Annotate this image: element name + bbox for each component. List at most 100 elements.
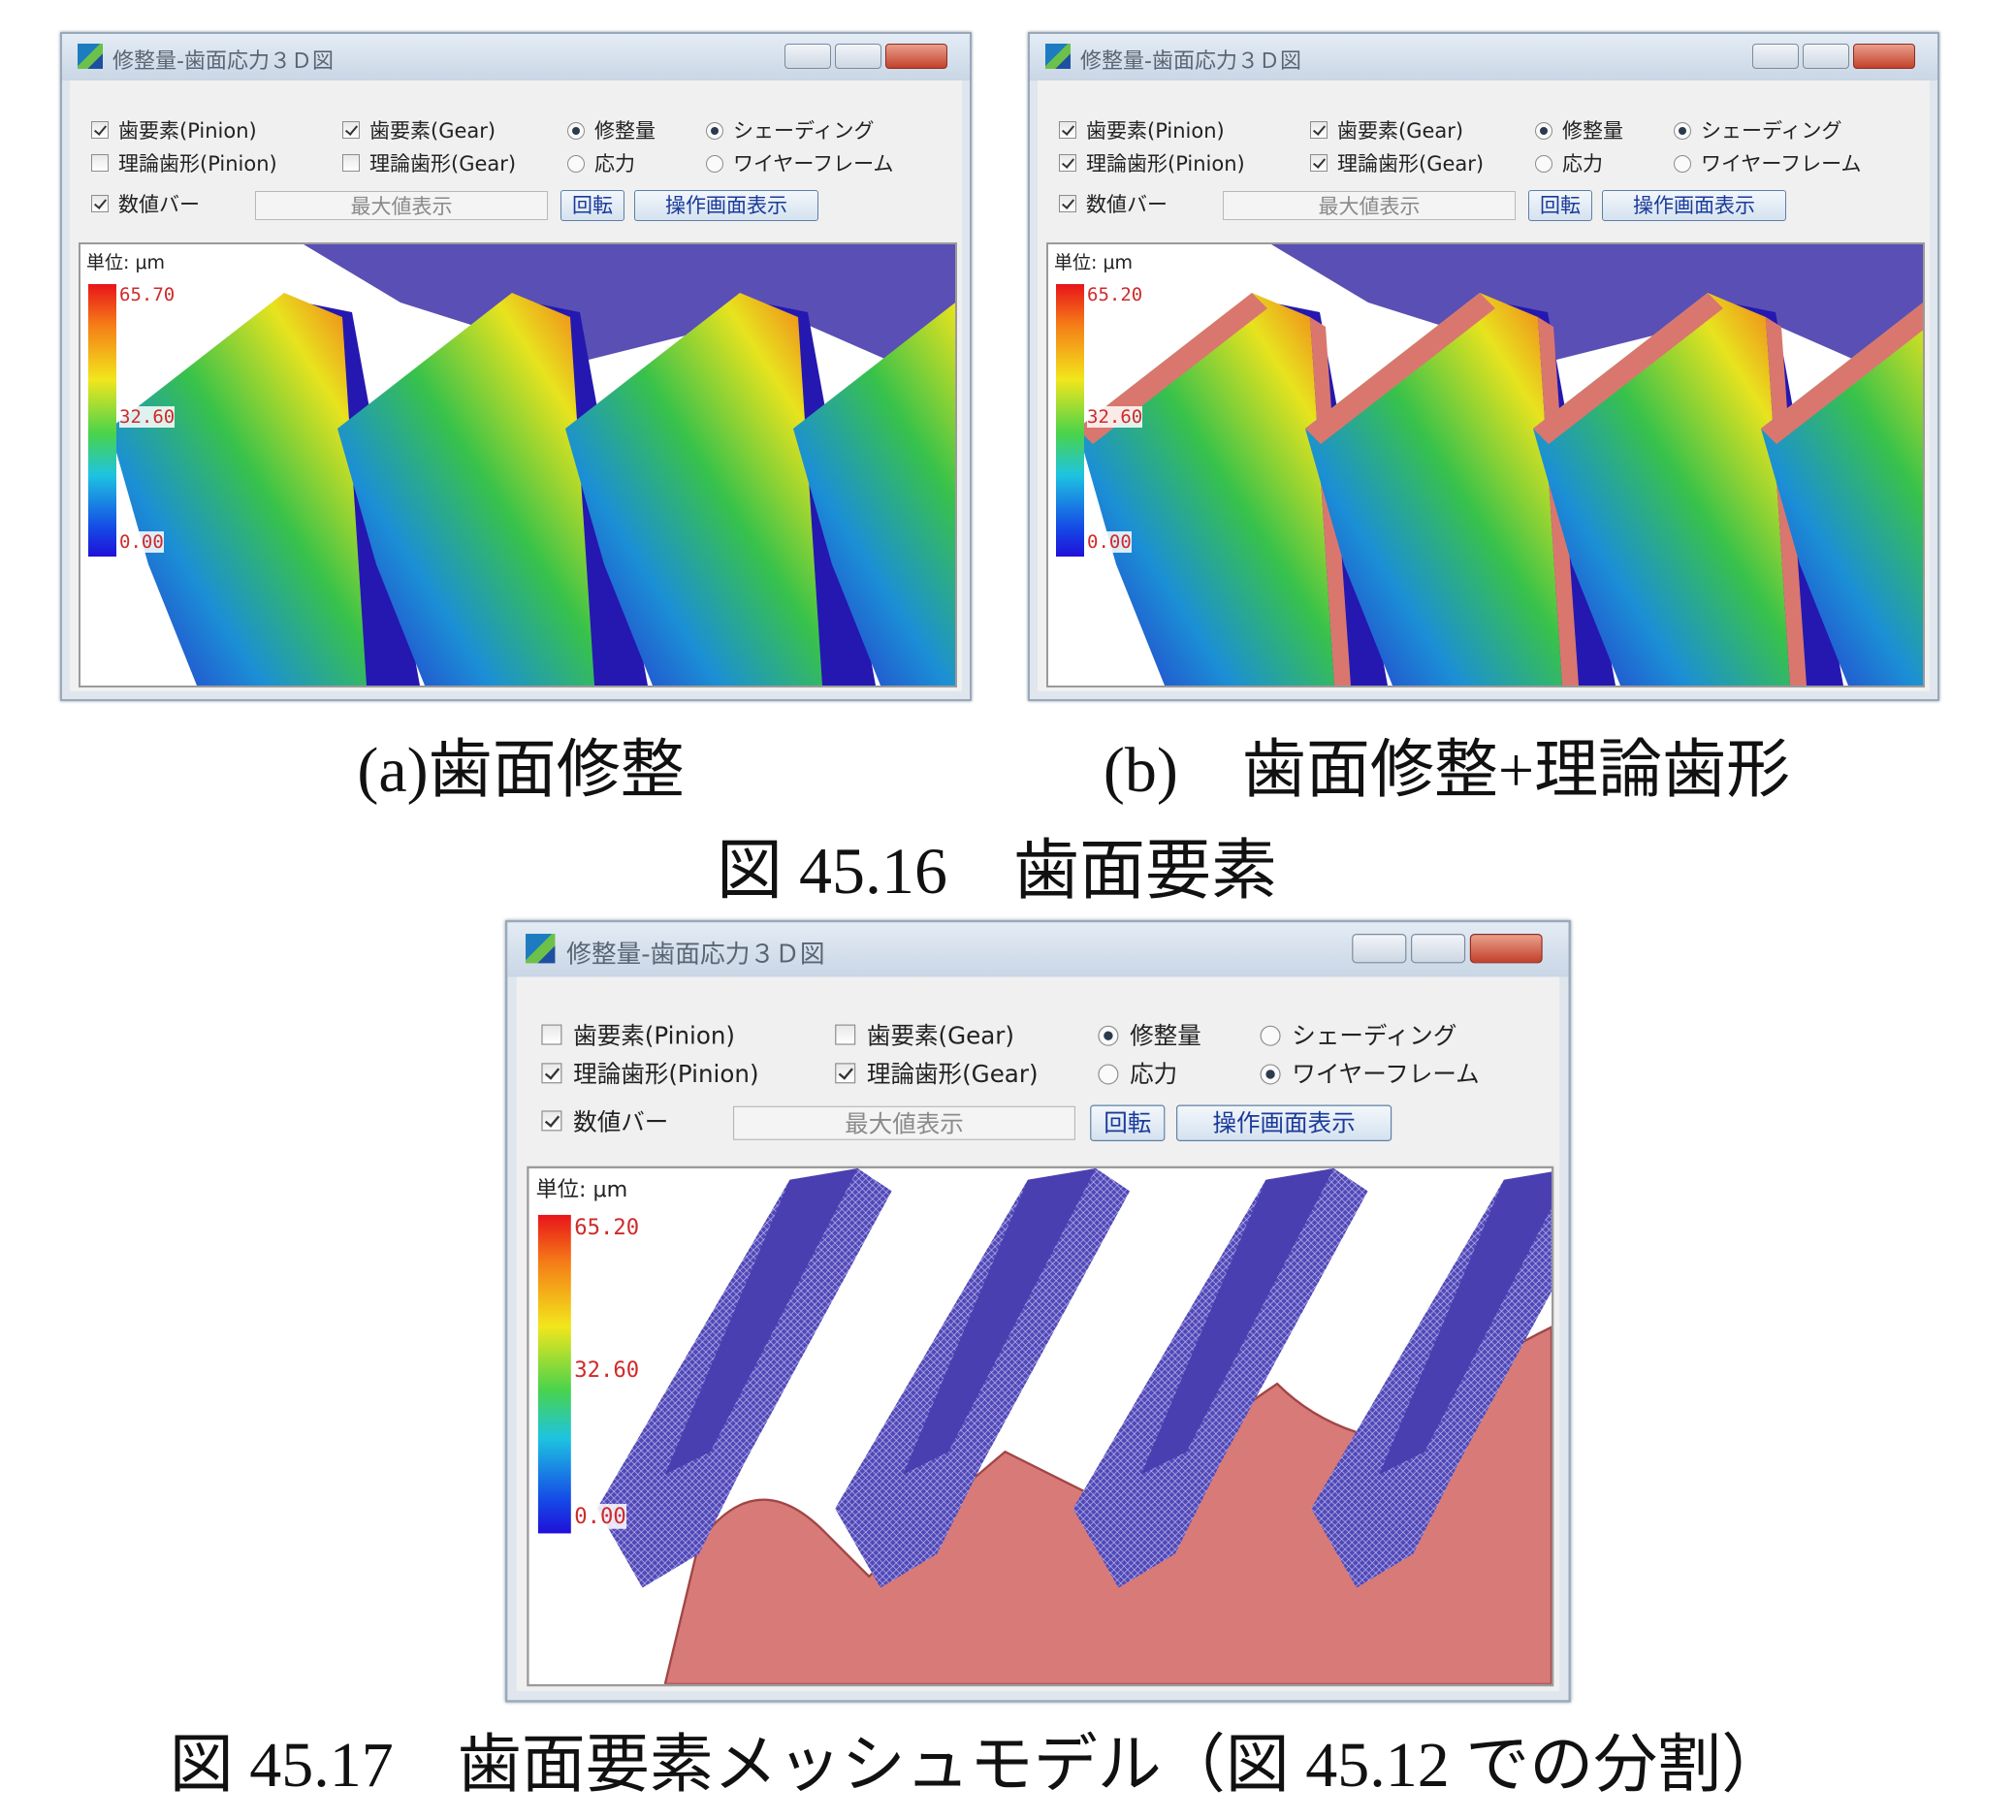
legend-mid: 32.60 xyxy=(119,406,176,428)
gear-body xyxy=(304,244,955,390)
radio-label: シェーディング xyxy=(733,119,875,143)
radio-dot xyxy=(1540,127,1548,135)
gear-body xyxy=(1271,244,1923,390)
radio-dot xyxy=(1265,1070,1275,1079)
checkbox-label: 数値バー xyxy=(1086,193,1168,216)
button: 回転 xyxy=(1528,190,1592,221)
button: 操作画面表示 xyxy=(634,190,818,221)
window: 修整量-歯面応力３Ｄ図 歯要素(Pinion) 歯要素(Gear) 理論歯形(Pini… xyxy=(505,920,1571,1703)
radio-dot xyxy=(1679,127,1686,135)
app-icon xyxy=(1045,44,1071,69)
color-bar xyxy=(537,1214,571,1534)
title-bar: 修整量-歯面応力３Ｄ図 xyxy=(1030,34,1937,80)
checkbox-box xyxy=(541,1110,562,1132)
theoretical-profile xyxy=(1305,293,1495,444)
radio-circle xyxy=(1260,1025,1281,1046)
radio-circle xyxy=(567,155,585,173)
checkbox-box xyxy=(1059,121,1076,139)
checkbox-label: 歯要素(Pinion) xyxy=(1086,119,1225,143)
tooth-top xyxy=(903,1168,1097,1475)
radio-circle xyxy=(1260,1064,1281,1085)
dropdown: 最大値表示 xyxy=(1223,191,1516,220)
checkbox-label: 歯要素(Gear) xyxy=(1337,119,1464,143)
checkbox-box xyxy=(1310,121,1328,139)
checkbox-label: 理論歯形(Gear) xyxy=(866,1060,1039,1089)
checkbox-box xyxy=(1059,195,1076,212)
checkbox-box xyxy=(342,154,360,172)
check-mark xyxy=(1061,122,1075,136)
legend-max: 65.20 xyxy=(1087,284,1143,305)
radio-circle xyxy=(1674,155,1691,173)
checkbox-label: 歯要素(Pinion) xyxy=(118,119,257,143)
checkbox-label: 理論歯形(Pinion) xyxy=(1086,152,1245,176)
radio-circle xyxy=(567,122,585,140)
check-mark xyxy=(93,196,108,209)
checkbox-label: 数値バー xyxy=(118,193,200,216)
radio-dot xyxy=(711,127,719,135)
button: 操作画面表示 xyxy=(1176,1104,1392,1141)
radio-label: シェーディング xyxy=(1292,1022,1457,1050)
window-host: 修整量-歯面応力３Ｄ図歯要素(Pinion) 歯要素(Gear) 理論歯形(Pini… xyxy=(60,32,972,701)
color-bar xyxy=(1056,284,1084,557)
panel-caption: (b) 歯面修整+理論歯形 xyxy=(1103,735,1791,806)
tooth-top xyxy=(1140,1168,1334,1475)
radio-label: 修整量 xyxy=(1562,119,1623,143)
radio-circle xyxy=(1098,1025,1119,1046)
client-area: 歯要素(Pinion) 歯要素(Gear) 理論歯形(Pinion) 理論歯形(Gea… xyxy=(70,80,962,691)
window-title: 修整量-歯面応力３Ｄ図 xyxy=(112,49,334,74)
minimize-button xyxy=(1752,44,1799,69)
radio-label: 応力 xyxy=(1562,152,1603,176)
tooth-top xyxy=(664,1168,858,1475)
checkbox-label: 理論歯形(Gear) xyxy=(1337,152,1485,176)
checkbox-box xyxy=(541,1063,562,1084)
check-mark xyxy=(93,122,108,136)
legend-min: 0.00 xyxy=(574,1504,626,1529)
window-host: 修整量-歯面応力３Ｄ図 歯要素(Pinion) 歯要素(Gear) 理論歯形(Pini… xyxy=(505,920,1571,1703)
radio-label: 応力 xyxy=(594,152,635,176)
legend-min: 0.00 xyxy=(119,531,164,553)
check-mark xyxy=(1312,155,1327,169)
viewport: 単位: μm 65.70 32.60 0.00 xyxy=(79,242,957,687)
checkbox-label: 理論歯形(Pinion) xyxy=(118,152,277,176)
app-icon xyxy=(526,934,556,964)
button: 回転 xyxy=(1090,1104,1166,1141)
radio-dot xyxy=(1104,1031,1113,1040)
maximize-button xyxy=(835,44,881,69)
gear-render xyxy=(110,244,955,686)
check-mark xyxy=(544,1064,560,1080)
checkbox-label: 歯要素(Gear) xyxy=(369,119,496,143)
tooth-top xyxy=(1379,1171,1552,1475)
check-mark xyxy=(344,122,359,136)
checkbox-label: 歯要素(Gear) xyxy=(866,1022,1014,1050)
tooth-flank xyxy=(793,303,955,686)
close-button xyxy=(1469,934,1543,964)
checkbox-box xyxy=(91,154,109,172)
client-area: 歯要素(Pinion) 歯要素(Gear) 理論歯形(Pinion) 理論歯形(Gea… xyxy=(1038,80,1930,691)
unit-label: 単位: μm xyxy=(1054,248,1134,274)
legend-max: 65.20 xyxy=(574,1214,640,1240)
legend-mid: 32.60 xyxy=(574,1357,640,1383)
window-title: 修整量-歯面応力３Ｄ図 xyxy=(1080,49,1301,74)
checkbox-label: 数値バー xyxy=(573,1108,669,1136)
radio-label: 修整量 xyxy=(594,119,656,143)
window: 修整量-歯面応力３Ｄ図歯要素(Pinion) 歯要素(Gear) 理論歯形(Pini… xyxy=(1028,32,1939,701)
legend-max: 65.70 xyxy=(119,284,176,305)
radio-circle xyxy=(1535,155,1552,173)
radio-dot xyxy=(572,127,580,135)
tooth-flank xyxy=(337,293,594,686)
radio-label: 応力 xyxy=(1130,1060,1178,1089)
tooth-flank xyxy=(110,293,367,686)
gear-render xyxy=(596,1168,1552,1684)
gear-render xyxy=(1077,244,1923,686)
radio-label: ワイヤーフレーム xyxy=(733,152,894,176)
theoretical-profile xyxy=(1533,293,1723,444)
panel-caption: (a)歯面修整 xyxy=(357,735,685,806)
check-mark xyxy=(838,1064,853,1080)
window: 修整量-歯面応力３Ｄ図歯要素(Pinion) 歯要素(Gear) 理論歯形(Pini… xyxy=(60,32,972,701)
unit-label: 単位: μm xyxy=(535,1172,628,1204)
checkbox-label: 理論歯形(Gear) xyxy=(369,152,517,176)
unit-label: 単位: μm xyxy=(86,248,166,274)
button: 回転 xyxy=(560,190,624,221)
figure-caption: 図 45.16 歯面要素 xyxy=(716,834,1278,908)
